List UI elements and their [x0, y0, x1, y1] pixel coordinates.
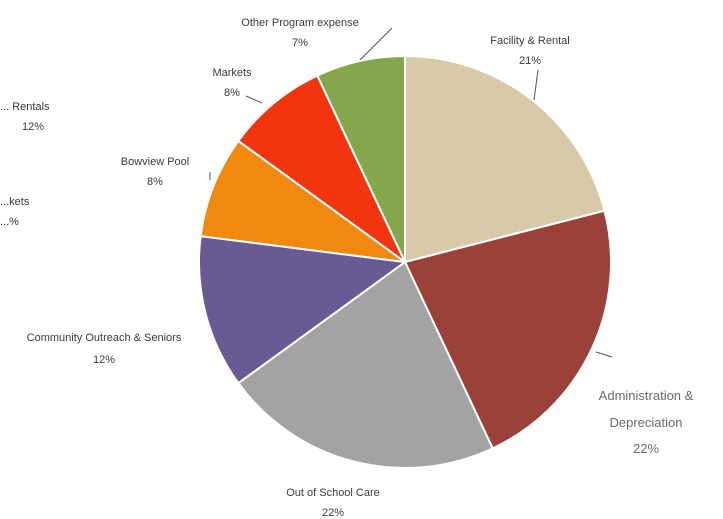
cropped-label-1: ... Rentals — [0, 101, 50, 113]
cropped-pct-1: 12% — [22, 121, 44, 133]
pct-bowview-pool: 8% — [147, 176, 163, 188]
pct-community-outreach: 12% — [93, 354, 115, 366]
pct-other-program-expense: 7% — [292, 37, 308, 49]
pie-slice-markets — [236, 74, 406, 263]
pct-administration: 22% — [633, 441, 659, 456]
pie-slices — [198, 54, 612, 469]
pct-facility-rental: 21% — [519, 55, 541, 67]
pie-slice-other-program-expense — [315, 54, 406, 263]
label-facility-rental: Facility & Rental — [490, 35, 569, 47]
label-administration-line2: Depreciation — [610, 415, 683, 430]
label-markets: Markets — [212, 67, 252, 79]
pie-slice-bowview-pool — [199, 139, 406, 263]
leader-line-facility — [533, 69, 539, 101]
label-other-program-expense: Other Program expense — [241, 17, 358, 29]
pct-markets: 8% — [224, 87, 240, 99]
pie-slice-community-outreach-seniors — [198, 235, 408, 385]
leader-line-other — [359, 27, 393, 61]
pie-slice-out-of-school-care — [236, 260, 495, 469]
label-administration-line1: Administration & — [599, 388, 694, 403]
label-bowview-pool: Bowview Pool — [121, 156, 189, 168]
pie-slice-administration-depreciation — [403, 209, 612, 450]
cropped-label-2: ...kets — [0, 196, 30, 208]
leader-line-markets — [245, 95, 263, 104]
leader-line-administration — [595, 351, 613, 358]
label-community-outreach: Community Outreach & Seniors — [27, 332, 182, 344]
leader-lines — [209, 27, 613, 358]
cropped-pct-2: ...% — [0, 216, 19, 228]
label-out-of-school-care: Out of School Care — [286, 487, 380, 499]
pie-slice-facility-rental — [404, 54, 606, 264]
pct-out-of-school-care: 22% — [322, 507, 344, 519]
